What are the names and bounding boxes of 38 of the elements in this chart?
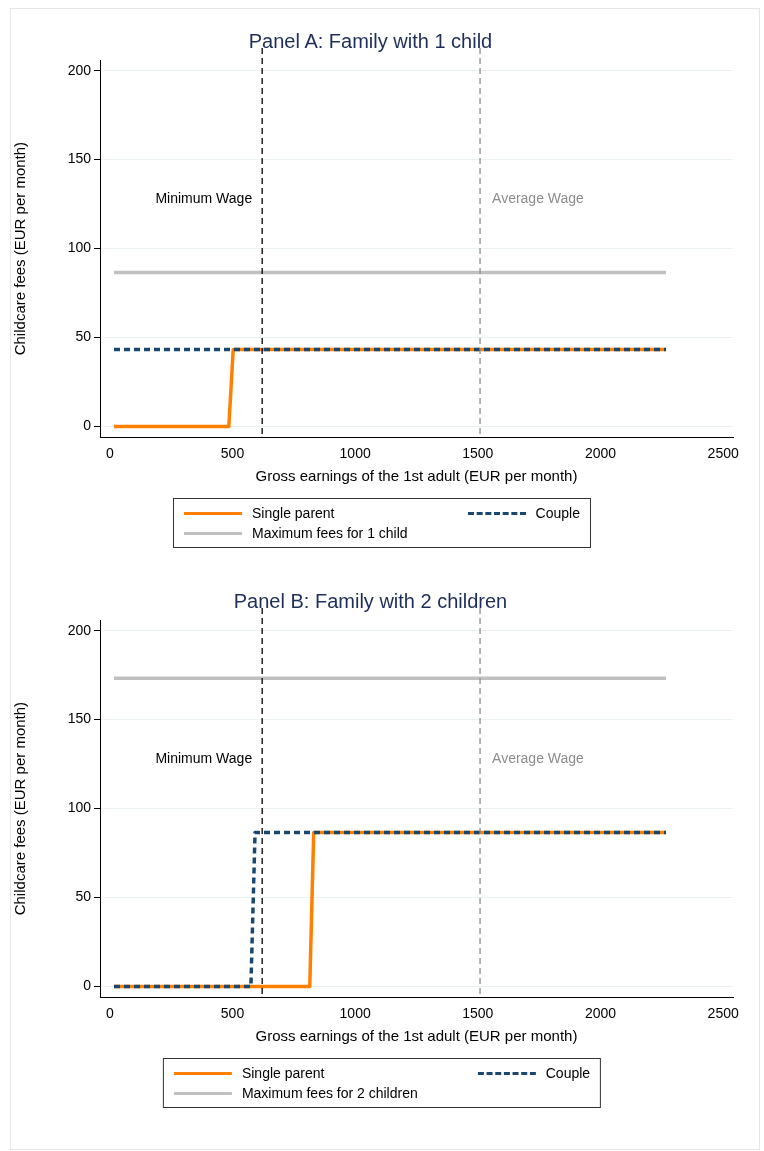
legend-label: Couple bbox=[545, 1065, 591, 1081]
y-tick-label: 0 bbox=[83, 417, 92, 434]
x-tick-label: 1500 bbox=[462, 445, 494, 462]
y-tick-label: 0 bbox=[83, 977, 92, 994]
ref-line-label: Average Wage bbox=[492, 190, 585, 207]
x-tick-label: 2000 bbox=[584, 445, 617, 462]
y-tick-label: 50 bbox=[75, 888, 92, 905]
x-tick-label: 2500 bbox=[707, 445, 739, 462]
x-tick-label: 1000 bbox=[339, 445, 371, 462]
y-tick-label: 200 bbox=[67, 621, 92, 638]
y-tick-label: 200 bbox=[67, 61, 92, 78]
legend-label: Maximum fees for 2 children bbox=[241, 1085, 418, 1101]
x-tick-label: 500 bbox=[220, 1005, 245, 1022]
ref-line-label: Minimum Wage bbox=[155, 190, 253, 207]
ref-line-label: Average Wage bbox=[492, 750, 585, 767]
x-tick-label: 1500 bbox=[462, 1005, 494, 1022]
x-tick-label: 0 bbox=[105, 1005, 114, 1022]
legend-label: Maximum fees for 1 child bbox=[252, 525, 408, 541]
y-tick-label: 150 bbox=[67, 150, 92, 167]
y-tick-label: 100 bbox=[67, 799, 92, 816]
y-tick-label: 150 bbox=[67, 710, 92, 727]
legend-label: Single parent bbox=[252, 505, 335, 521]
y-tick-label: 100 bbox=[67, 239, 92, 256]
y-axis-title: Childcare fees (EUR per month) bbox=[11, 141, 29, 356]
x-tick-label: 2500 bbox=[707, 1005, 739, 1022]
x-tick-label: 1000 bbox=[339, 1005, 371, 1022]
chart-title: Panel B: Family with 2 children bbox=[233, 589, 508, 612]
y-axis-title: Childcare fees (EUR per month) bbox=[11, 701, 29, 916]
x-axis-title: Gross earnings of the 1st adult (EUR per month) bbox=[255, 467, 578, 485]
x-tick-label: 2000 bbox=[584, 1005, 617, 1022]
x-tick-label: 0 bbox=[105, 445, 114, 462]
legend-label: Single parent bbox=[241, 1065, 325, 1081]
x-axis-title: Gross earnings of the 1st adult (EUR per month) bbox=[255, 1027, 578, 1045]
ref-line-label: Minimum Wage bbox=[155, 750, 253, 767]
legend-label: Couple bbox=[535, 505, 580, 521]
y-tick-label: 50 bbox=[75, 328, 92, 345]
chart-title: Panel A: Family with 1 child bbox=[248, 29, 493, 52]
x-tick-label: 500 bbox=[220, 445, 245, 462]
